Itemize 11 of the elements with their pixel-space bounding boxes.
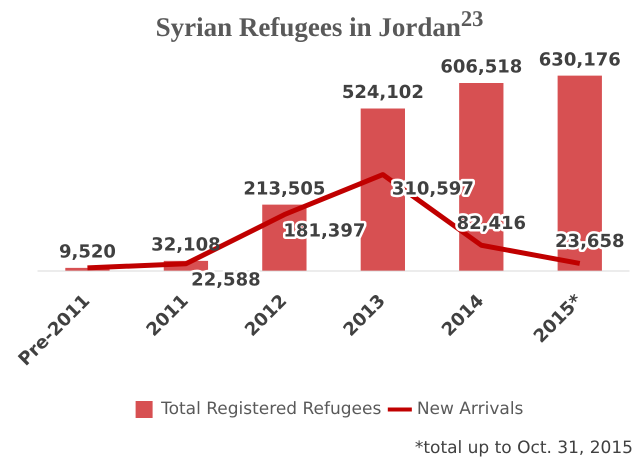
data-label: 213,505 [243, 178, 326, 200]
data-label: 32,108 [151, 234, 221, 256]
chart-title: Syrian Refugees in Jordan$^{23}$ [154, 5, 484, 44]
data-label: 606,518 [440, 56, 522, 78]
data-label: 22,588 [191, 269, 261, 290]
legend-label: New Arrivals [416, 398, 524, 419]
text: *total up to Oct. 31, 2015 [414, 438, 633, 458]
data-label: 9,520 [58, 242, 116, 263]
legend-label: Total Registered Refugees [160, 398, 382, 419]
data-label: 630,176 [538, 49, 621, 70]
data-label: 524,102 [342, 82, 424, 104]
